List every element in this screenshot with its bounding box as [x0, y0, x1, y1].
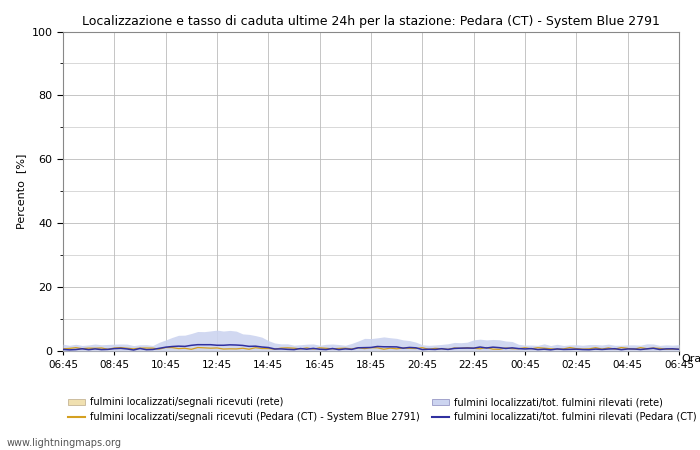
- Y-axis label: Percento  [%]: Percento [%]: [16, 153, 26, 229]
- Legend: fulmini localizzati/segnali ricevuti (rete), fulmini localizzati/segnali ricevut: fulmini localizzati/segnali ricevuti (re…: [68, 397, 700, 422]
- Text: www.lightningmaps.org: www.lightningmaps.org: [7, 438, 122, 448]
- Title: Localizzazione e tasso di caduta ultime 24h per la stazione: Pedara (CT) - Syste: Localizzazione e tasso di caduta ultime …: [82, 14, 660, 27]
- Text: Orario: Orario: [682, 354, 700, 364]
